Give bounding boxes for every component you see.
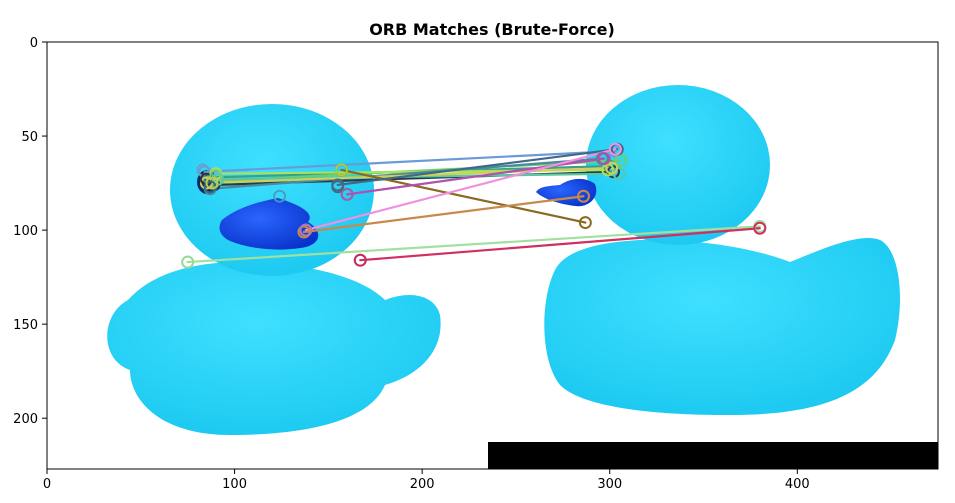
match-keypoint	[608, 142, 622, 156]
x-tick-label: 0	[43, 477, 51, 492]
x-tick-label: 400	[785, 477, 810, 492]
chart-title: ORB Matches (Brute-Force)	[369, 20, 615, 39]
match-line	[359, 227, 761, 262]
plot-area	[47, 42, 938, 469]
axes-frame	[46, 41, 939, 470]
keypoint-marker	[273, 189, 286, 203]
match-line	[302, 195, 585, 234]
keypoint-marker	[205, 176, 219, 190]
match-line	[209, 157, 604, 190]
match-keypoint	[614, 154, 628, 168]
match-keypoint	[576, 189, 590, 203]
match-line	[346, 157, 606, 196]
keypoint-marker	[335, 163, 348, 177]
match-keypoint	[753, 221, 767, 235]
x-tick-label: 300	[597, 477, 622, 492]
match-keypoint	[199, 176, 213, 190]
match-lines	[186, 148, 761, 264]
x-tick-label: 200	[410, 477, 435, 492]
keypoint-marker	[331, 180, 345, 194]
y-tick-label: 50	[21, 130, 38, 145]
x-tick-label: 100	[222, 477, 247, 492]
match-line	[304, 148, 617, 232]
match-line	[203, 150, 617, 173]
left-duck-body	[107, 262, 441, 435]
image-black-bar	[488, 442, 938, 469]
y-axis-ticks: 0 50 100 150 200	[13, 36, 47, 427]
y-tick-label: 100	[13, 224, 38, 239]
match-keypoint	[578, 216, 592, 230]
match-keypoint	[597, 152, 611, 166]
right-duck-body	[544, 238, 900, 415]
keypoint-marker	[353, 253, 367, 267]
match-line	[186, 225, 761, 264]
match-line	[216, 172, 621, 181]
keypoint-marker	[209, 169, 223, 182]
y-tick-label: 200	[13, 412, 38, 427]
right-duck-head	[586, 85, 770, 245]
keypoint-marker	[340, 187, 354, 201]
left-duck-image	[107, 104, 441, 435]
y-tick-label: 0	[30, 36, 38, 51]
match-keypoint	[297, 225, 311, 239]
match-keypoint	[605, 161, 619, 175]
keypoint-marker	[299, 223, 313, 237]
keypoint-marker	[181, 255, 195, 269]
y-tick-label: 150	[13, 318, 38, 333]
x-axis-ticks: 0 100 200 300 400	[43, 469, 810, 492]
match-line	[336, 148, 619, 187]
left-duck-beak	[219, 198, 319, 250]
keypoints	[181, 142, 767, 269]
